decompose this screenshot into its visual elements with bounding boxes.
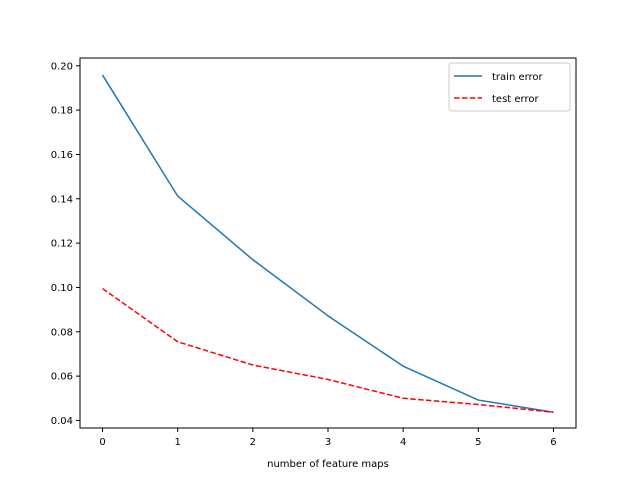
x-tick-label: 4 — [400, 437, 406, 448]
x-tick-label: 6 — [550, 437, 556, 448]
x-axis: 0 1 2 3 4 5 6 — [99, 428, 557, 448]
y-tick-label: 0.18 — [51, 106, 73, 117]
plot-area — [101, 74, 554, 414]
legend: train error test error — [448, 62, 571, 112]
y-tick-label: 0.04 — [51, 416, 73, 427]
x-tick-label: 5 — [475, 437, 481, 448]
legend-label-train-error: train error — [492, 72, 544, 83]
y-axis: 0.04 0.06 0.08 0.10 0.12 0.14 0.16 0.18 0.20 — [51, 61, 80, 427]
y-tick-label: 0.16 — [51, 150, 73, 161]
legend-label-test-error: test error — [492, 94, 539, 105]
y-tick-label: 0.20 — [51, 61, 73, 72]
y-tick-label: 0.12 — [51, 239, 73, 250]
series-line-train-error — [101, 74, 554, 414]
x-tick-label: 2 — [250, 437, 256, 448]
y-tick-label: 0.08 — [51, 327, 73, 338]
x-tick-label: 1 — [175, 437, 181, 448]
x-axis-label: number of feature maps — [267, 459, 389, 470]
x-tick-label: 3 — [325, 437, 331, 448]
y-tick-label: 0.06 — [51, 372, 73, 383]
y-tick-label: 0.10 — [51, 283, 73, 294]
x-tick-label: 0 — [99, 437, 105, 448]
y-tick-label: 0.14 — [51, 194, 73, 205]
series-line-test-error — [102, 287, 554, 414]
legend-box — [448, 62, 571, 112]
